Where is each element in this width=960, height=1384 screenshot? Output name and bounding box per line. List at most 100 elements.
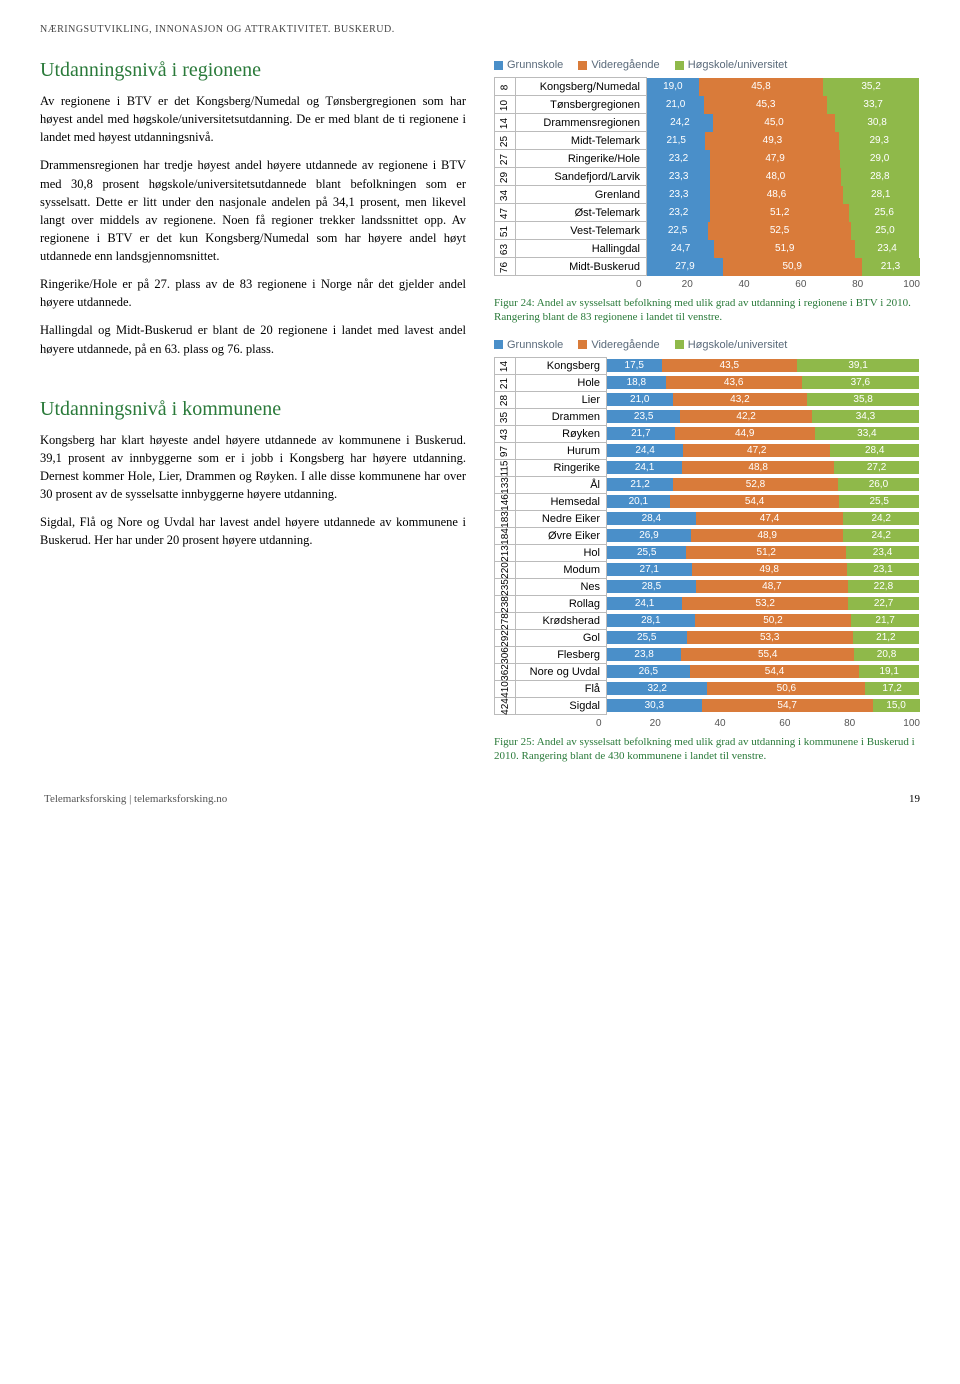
rank-cell: 34	[495, 186, 516, 204]
rank-cell: 235	[495, 578, 516, 595]
chart-row: 25Midt-Telemark21,549,329,3	[495, 132, 920, 150]
bar-segment: 51,2	[686, 546, 846, 559]
rank-cell: 28	[495, 391, 516, 408]
bar-cell: 26,948,924,2	[607, 527, 920, 544]
chart-row: 278Krødsherad28,150,221,7	[495, 612, 920, 629]
name-cell: Vest-Telemark	[516, 222, 647, 240]
bar-cell: 24,751,923,4	[647, 240, 920, 258]
chart-row: 47Øst-Telemark23,251,225,6	[495, 204, 920, 222]
rank-cell: 183	[495, 510, 516, 527]
bar-segment: 21,3	[862, 258, 920, 276]
axis-tick: 100	[863, 279, 920, 290]
axis-tick: 40	[661, 718, 726, 729]
bar-segment: 29,3	[839, 132, 919, 150]
rank-cell: 424	[495, 697, 516, 714]
chart-row: 424Sigdal30,354,715,0	[495, 697, 920, 714]
name-cell: Hurum	[516, 442, 607, 459]
legend-swatch-2	[578, 340, 587, 349]
bar-segment: 48,0	[710, 168, 840, 186]
rank-cell: 35	[495, 408, 516, 425]
bar-segment: 24,4	[607, 444, 683, 457]
rank-cell: 14	[495, 114, 516, 132]
bar-segment: 26,9	[607, 529, 691, 542]
name-cell: Hole	[516, 374, 607, 391]
rank-cell: 51	[495, 222, 516, 240]
bar-segment: 50,6	[707, 682, 865, 695]
bar-segment: 47,9	[710, 150, 840, 168]
footer-left: Telemarksforsking | telemarksforsking.no	[44, 793, 227, 805]
bar-cell: 28,150,221,7	[607, 612, 920, 629]
rank-cell: 220	[495, 561, 516, 578]
bar-segment: 17,5	[607, 359, 662, 372]
page-header: NÆRINGSUTVIKLING, INNONASJON OG ATTRAKTI…	[40, 24, 920, 35]
bar-segment: 18,8	[607, 376, 666, 389]
name-cell: Hallingdal	[516, 240, 647, 258]
bar-segment: 23,2	[647, 150, 710, 168]
name-cell: Flå	[516, 680, 607, 697]
name-cell: Rollag	[516, 595, 607, 612]
bar-segment: 15,0	[873, 699, 920, 712]
chart-row: 115Ringerike24,148,827,2	[495, 459, 920, 476]
bar-segment: 21,2	[607, 478, 673, 491]
bar-segment: 51,2	[710, 204, 849, 222]
bar-segment: 20,1	[607, 495, 670, 508]
bar-cell: 24,153,222,7	[607, 595, 920, 612]
bar-segment: 23,3	[647, 186, 710, 204]
bar-segment: 53,2	[682, 597, 848, 610]
bar-segment: 23,4	[855, 240, 919, 258]
chart-row: 306Flesberg23,855,420,8	[495, 646, 920, 663]
bar-segment: 28,1	[843, 186, 919, 204]
rank-cell: 63	[495, 240, 516, 258]
name-cell: Ringerike	[516, 459, 607, 476]
bar-cell: 21,252,826,0	[607, 476, 920, 493]
bar-cell: 17,543,539,1	[607, 357, 920, 374]
chart-row: 133Ål21,252,826,0	[495, 476, 920, 493]
rank-cell: 410	[495, 680, 516, 697]
legend-swatch-1	[494, 340, 503, 349]
axis-tick: 20	[636, 279, 693, 290]
rank-cell: 43	[495, 425, 516, 442]
bar-segment: 39,1	[797, 359, 919, 372]
chart1-caption: Figur 24: Andel av sysselsatt befolkning…	[494, 296, 920, 325]
footer-page: 19	[909, 793, 920, 805]
legend-label-3: Høgskole/universitet	[688, 339, 788, 351]
bar-segment: 35,8	[807, 393, 919, 406]
legend-swatch-3	[675, 61, 684, 70]
name-cell: Ringerike/Hole	[516, 150, 647, 168]
legend-label-1: Grunnskole	[507, 339, 563, 351]
bar-segment: 47,2	[683, 444, 830, 457]
rank-cell: 8	[495, 78, 516, 96]
name-cell: Nes	[516, 578, 607, 595]
bar-segment: 54,7	[702, 699, 873, 712]
section1-p1: Av regionene i BTV er det Kongsberg/Nume…	[40, 92, 466, 146]
bar-segment: 23,2	[647, 204, 710, 222]
chart-row: 10Tønsbergregionen21,045,333,7	[495, 96, 920, 114]
bar-cell: 19,045,835,2	[647, 78, 920, 96]
bar-cell: 23,542,234,3	[607, 408, 920, 425]
bar-segment: 26,5	[607, 665, 690, 678]
bar-cell: 21,744,933,4	[607, 425, 920, 442]
chart-row: 21Hole18,843,637,6	[495, 374, 920, 391]
bar-segment: 53,3	[687, 631, 853, 644]
chart1-legend: Grunnskole Videregående Høgskole/univers…	[494, 59, 920, 71]
bar-segment: 19,0	[647, 78, 699, 96]
chart-row: 362Nore og Uvdal26,554,419,1	[495, 663, 920, 680]
bar-cell: 21,549,329,3	[647, 132, 920, 150]
rank-cell: 115	[495, 459, 516, 476]
bar-segment: 43,6	[666, 376, 802, 389]
section1-p4: Hallingdal og Midt-Buskerud er blant de …	[40, 321, 466, 357]
bar-segment: 54,4	[670, 495, 840, 508]
legend-swatch-3	[675, 340, 684, 349]
legend-label-3: Høgskole/universitet	[688, 59, 788, 71]
name-cell: Drammen	[516, 408, 607, 425]
rank-cell: 278	[495, 612, 516, 629]
bar-segment: 34,3	[812, 410, 919, 423]
chart1-axis: 020406080100	[494, 279, 920, 290]
bar-cell: 23,855,420,8	[607, 646, 920, 663]
rank-cell: 133	[495, 476, 516, 493]
bar-segment: 32,2	[607, 682, 707, 695]
name-cell: Røyken	[516, 425, 607, 442]
name-cell: Midt-Buskerud	[516, 258, 647, 276]
bar-cell: 26,554,419,1	[607, 663, 920, 680]
axis-tick: 40	[693, 279, 750, 290]
